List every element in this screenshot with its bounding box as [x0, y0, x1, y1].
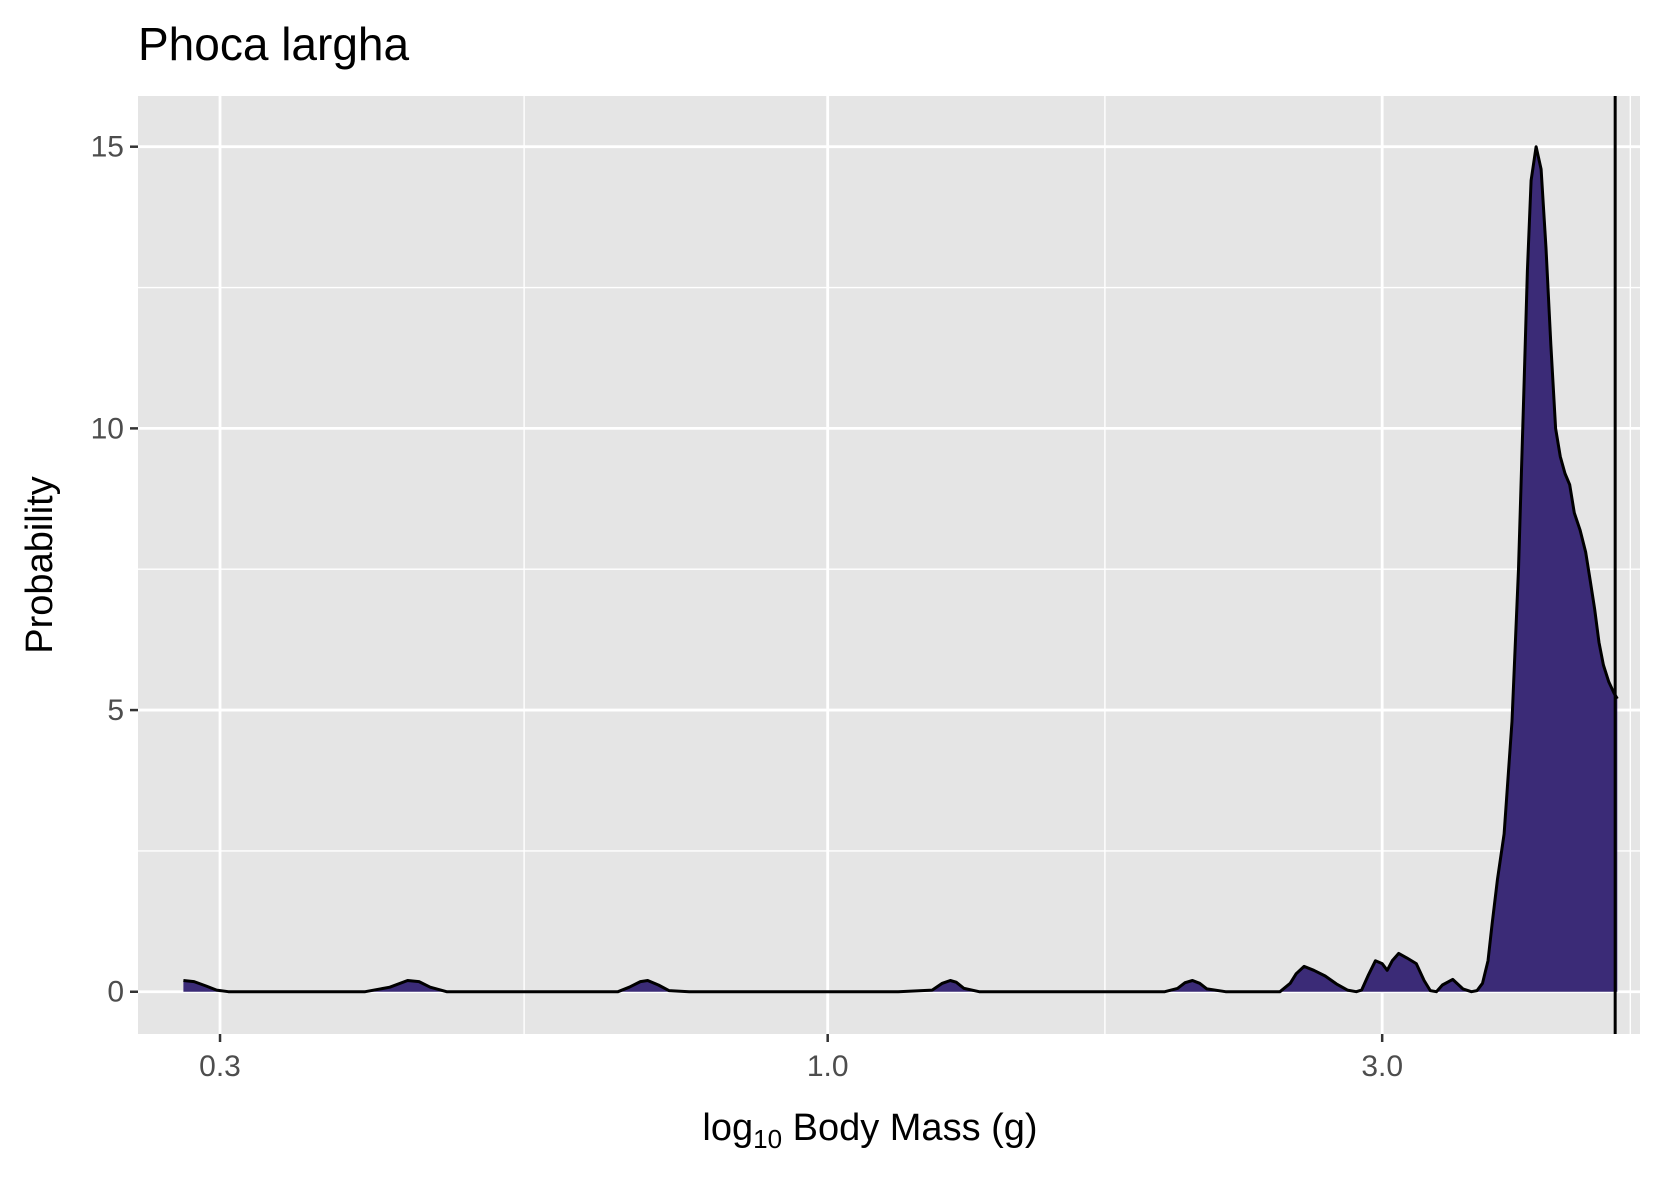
x-axis-title-suffix: Body Mass (g) [782, 1107, 1038, 1149]
x-tick-label: 0.3 [199, 1050, 241, 1083]
x-axis: 0.3 1.0 3.0 [199, 1034, 1403, 1083]
x-tick-label: 3.0 [1361, 1050, 1403, 1083]
x-axis-title-subscript: 10 [753, 1124, 782, 1154]
y-tick-label: 5 [107, 694, 124, 727]
density-line [183, 145, 1619, 994]
y-tick-label: 15 [91, 131, 124, 164]
y-axis: 0 5 10 15 [91, 131, 138, 1009]
y-axis-title: Probability [19, 476, 61, 653]
y-tick-label: 10 [91, 412, 124, 445]
chart-title: Phoca largha [138, 18, 409, 70]
major-gridlines [138, 96, 1640, 1034]
x-axis-title: log10 Body Mass (g) [702, 1107, 1037, 1154]
plot-panel [138, 96, 1640, 1034]
y-tick-label: 0 [107, 976, 124, 1009]
x-axis-title-prefix: log [702, 1107, 753, 1149]
x-tick-label: 1.0 [807, 1050, 849, 1083]
minor-gridlines [138, 96, 1640, 1034]
